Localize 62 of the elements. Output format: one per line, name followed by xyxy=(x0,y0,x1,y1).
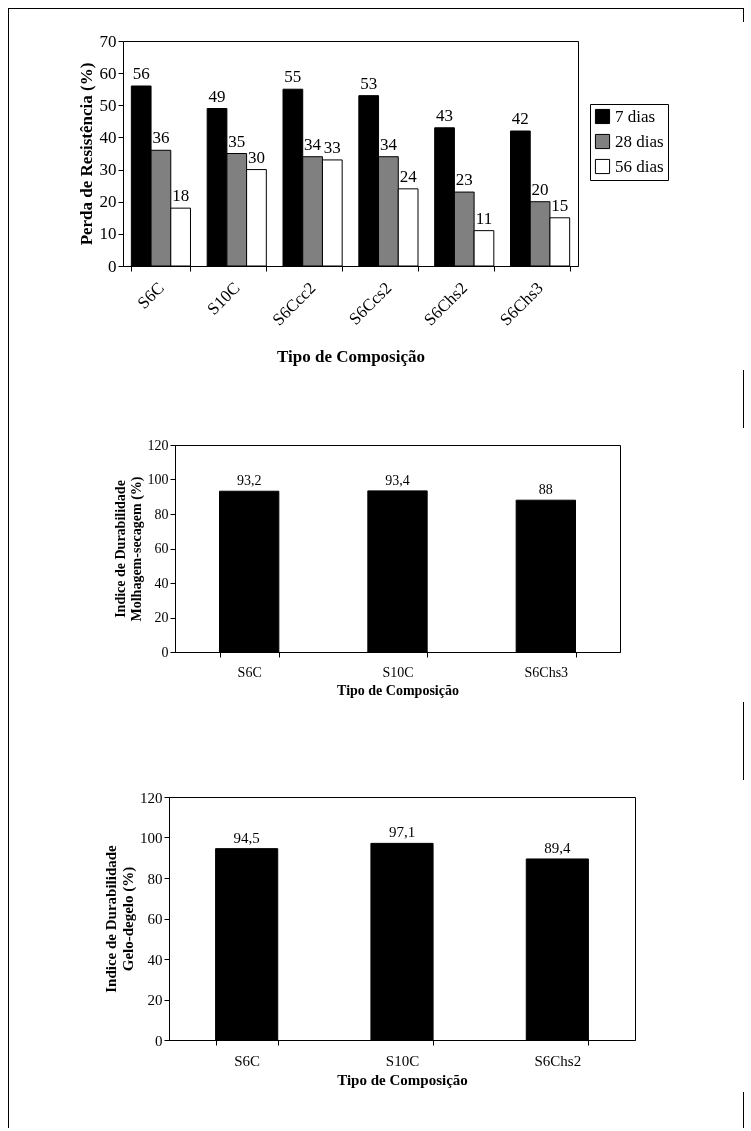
y-tick-label: 120 xyxy=(140,789,163,806)
y-tick-label: 20 xyxy=(99,192,117,212)
text: 94,5 xyxy=(233,829,260,846)
y-axis-title: Perda de Resistência (%) xyxy=(76,62,96,246)
y-tick-label: 100 xyxy=(140,830,163,846)
y-tick-label: 80 xyxy=(147,870,163,887)
text: 93,2 xyxy=(236,473,262,489)
text: 93,4 xyxy=(385,472,410,488)
y-axis-title: Indice de Durabilidade Gelo-degelo (%) xyxy=(103,844,137,993)
y-axis-title: Indice de Durabilidade Molhagem-secagem (%) xyxy=(112,476,145,622)
y-tick-label: 50 xyxy=(99,95,117,115)
y-tick-label: 0 xyxy=(161,644,169,660)
y-tick-label: 40 xyxy=(147,951,163,968)
y-tick-label: 20 xyxy=(147,992,163,1008)
data-label: 34 xyxy=(379,134,398,154)
legend-label: 7 dias xyxy=(615,106,656,126)
data-label: 24 xyxy=(399,166,418,186)
data-label: 36 xyxy=(152,128,170,148)
data-label: 15 xyxy=(551,195,569,215)
y-tick-label: 0 xyxy=(155,1032,163,1049)
y-tick-label: 0 xyxy=(108,256,117,276)
legend-label: 28 dias xyxy=(615,131,664,151)
data-label: 42 xyxy=(511,109,529,128)
text: 97,1 xyxy=(388,824,416,841)
data-label: 20 xyxy=(531,179,549,199)
data-label: 56 xyxy=(132,64,150,83)
legend-label: 56 dias xyxy=(615,156,664,176)
x-tick-label: S6C xyxy=(133,278,168,313)
data-label: 34 xyxy=(304,134,322,154)
y-tick-label: 120 xyxy=(147,437,169,453)
y-tick-label: 80 xyxy=(154,506,169,522)
data-label: 43 xyxy=(436,105,454,125)
x-tick-label: S10C xyxy=(382,664,414,680)
text: 89,4 xyxy=(544,839,571,856)
data-label: 18 xyxy=(172,186,190,206)
y-tick-label: 40 xyxy=(99,127,117,147)
y-tick-label: 60 xyxy=(147,911,163,927)
text: 88 xyxy=(538,482,553,498)
data-label: 49 xyxy=(208,86,226,106)
y-tick-label: 10 xyxy=(99,224,117,244)
y-tick-label: 20 xyxy=(154,610,169,625)
x-tick-label: S6Chs2 xyxy=(534,1052,582,1069)
x-axis-title: Tipo de Composição xyxy=(337,1071,468,1088)
x-axis-title: Tipo de Composição xyxy=(337,682,459,698)
y-tick-label: 30 xyxy=(99,160,117,180)
data-label: 53 xyxy=(360,73,378,93)
x-tick-label: S10C xyxy=(385,1052,420,1069)
data-label: 23 xyxy=(455,170,473,190)
y-tick-label: 60 xyxy=(99,63,117,83)
data-label: 33 xyxy=(323,137,341,157)
y-tick-label: 70 xyxy=(99,31,117,51)
y-tick-label: 100 xyxy=(147,472,169,487)
data-label: 35 xyxy=(228,131,246,151)
data-label: 55 xyxy=(284,67,302,87)
data-label: 30 xyxy=(247,147,265,167)
x-tick-label: S6C xyxy=(237,664,262,680)
x-tick-label: S6Chs3 xyxy=(524,664,569,680)
x-tick-label: S6C xyxy=(234,1052,261,1069)
y-tick-label: 60 xyxy=(154,541,169,556)
x-axis-title: Tipo de Composição xyxy=(277,346,425,366)
y-tick-label: 40 xyxy=(154,575,169,591)
data-label: 11 xyxy=(475,208,493,228)
